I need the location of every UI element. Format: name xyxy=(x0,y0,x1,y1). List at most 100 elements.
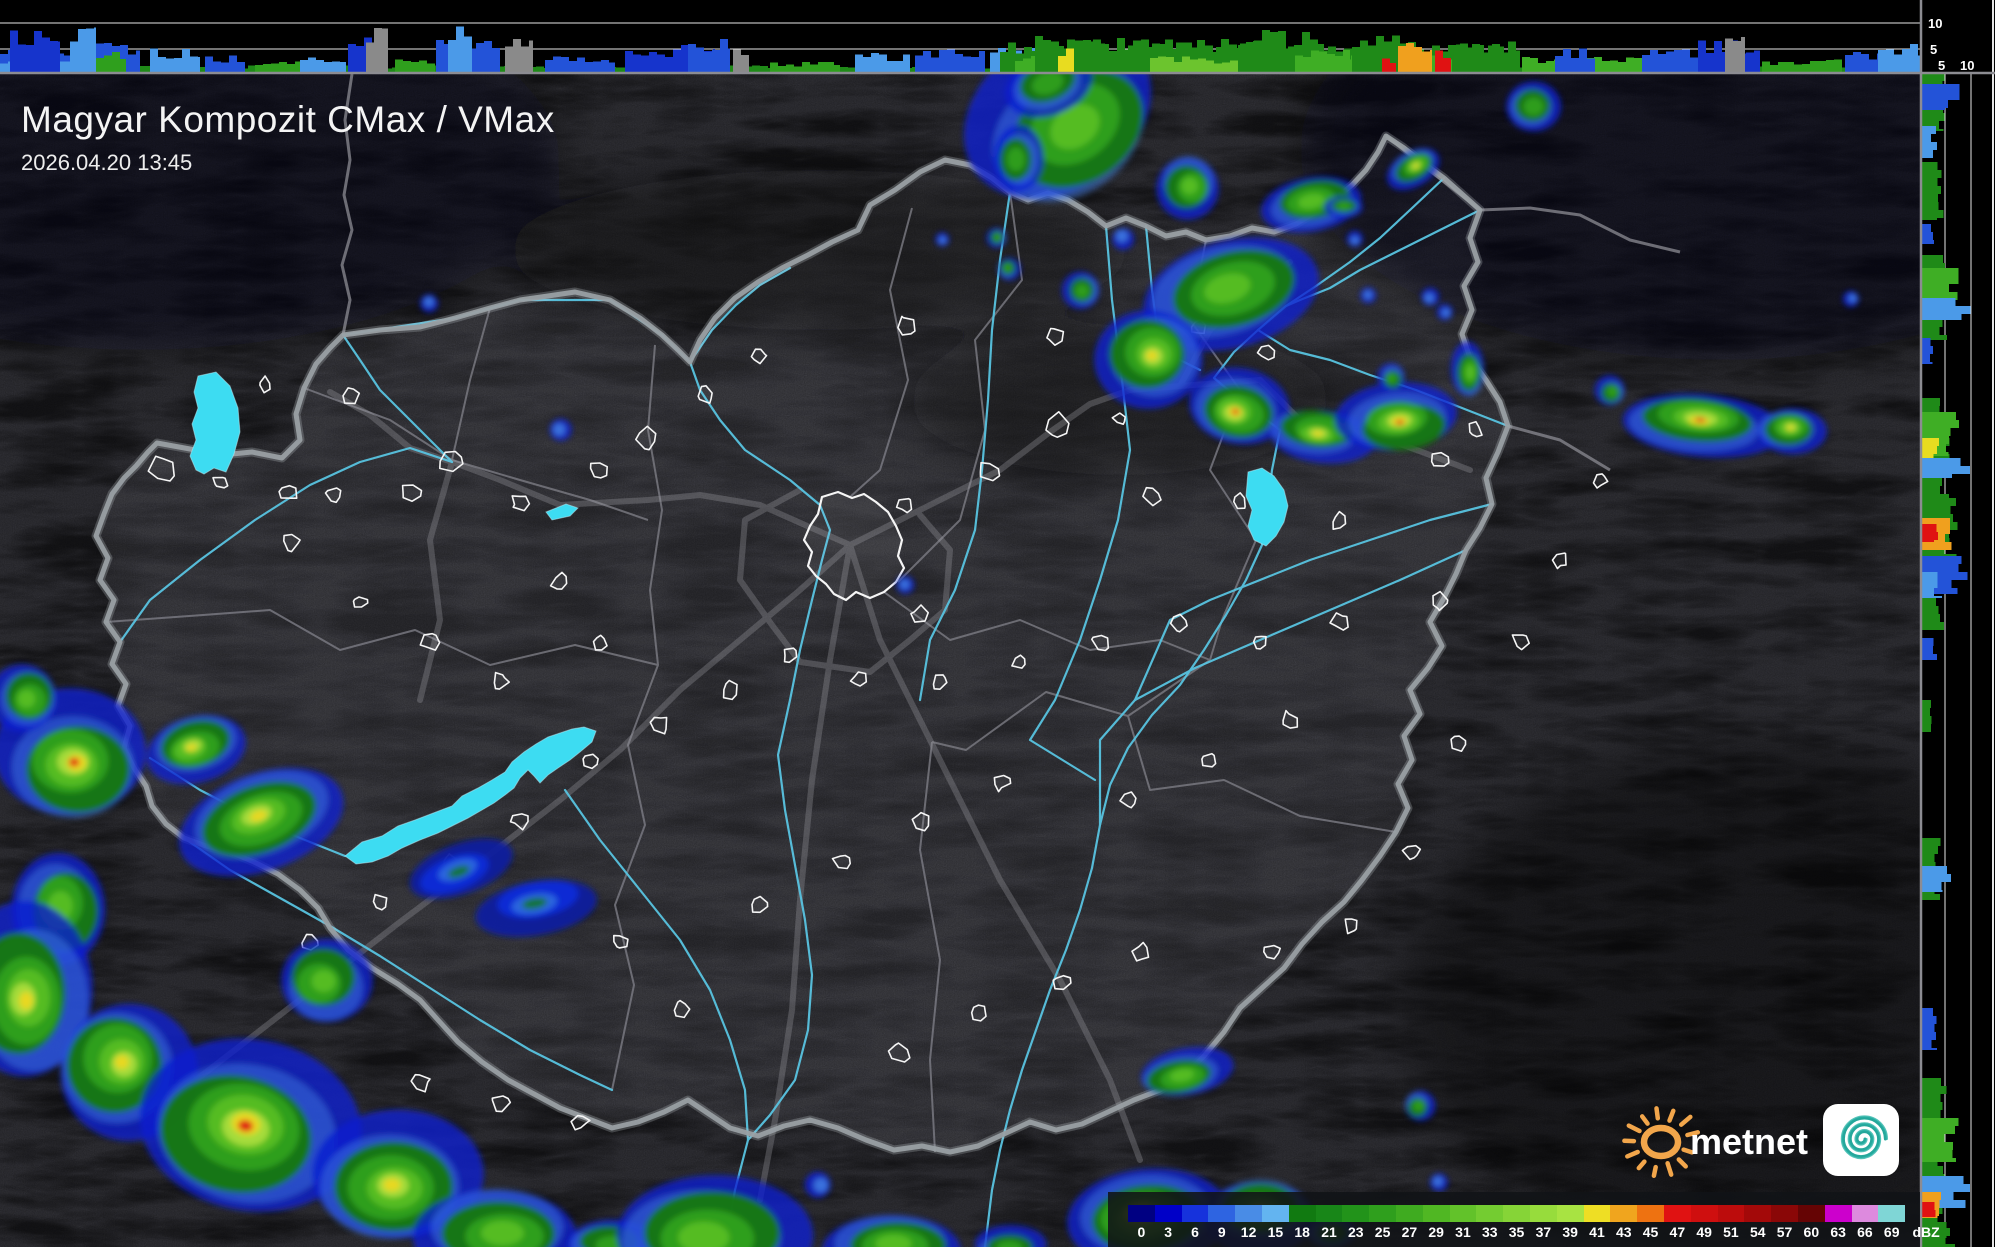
legend-swatch xyxy=(1771,1205,1798,1222)
budapest-outline xyxy=(802,490,906,602)
right-axis-10km-label: 10 xyxy=(1960,58,1974,73)
city-outline xyxy=(1233,492,1246,510)
legend-label: 45 xyxy=(1642,1224,1659,1240)
country-border xyxy=(93,133,1511,1155)
city-outline xyxy=(342,387,361,405)
legend-swatch xyxy=(1744,1205,1772,1222)
legend-swatch xyxy=(1288,1205,1316,1222)
city-outline xyxy=(722,679,738,701)
city-outline xyxy=(1551,552,1567,570)
legend-swatch xyxy=(1690,1205,1718,1222)
legend-label: 27 xyxy=(1401,1224,1418,1240)
legend-swatch xyxy=(1128,1205,1155,1222)
city-outline xyxy=(493,671,510,690)
city-outline xyxy=(1450,735,1467,752)
city-outline xyxy=(1344,918,1358,935)
dbz-legend: 0 3 6 9 12 15 18 21 23 25 27 29 31 33 35 37 39 41 43 45 47 49… xyxy=(1108,1192,1940,1247)
legend-swatch xyxy=(1476,1205,1504,1222)
right-profile-strip xyxy=(1921,0,1995,1247)
lake xyxy=(545,503,579,521)
city-outline xyxy=(147,455,175,482)
legend-label: 39 xyxy=(1562,1224,1578,1240)
legend-label: 49 xyxy=(1696,1224,1712,1240)
legend-swatch xyxy=(1797,1205,1825,1222)
legend-label: 31 xyxy=(1455,1224,1471,1240)
legend-swatch xyxy=(1610,1205,1638,1222)
legend-label: 0 xyxy=(1137,1224,1146,1240)
city-outline xyxy=(1401,844,1422,861)
city-outline xyxy=(831,854,851,870)
city-outline xyxy=(570,1114,591,1131)
title-block: Magyar Kompozit CMax / VMax 2026.04.20 1… xyxy=(21,99,555,176)
city-outline xyxy=(1329,612,1349,631)
rivers xyxy=(118,176,1510,1247)
legend-swatch xyxy=(1529,1205,1557,1222)
legend-swatch xyxy=(1369,1205,1396,1222)
city-outline xyxy=(1011,654,1026,669)
city-outline xyxy=(1263,944,1281,960)
legend-labels: 0 3 6 9 12 15 18 21 23 25 27 29 31 33 35 37 39 41 43 45 47 49… xyxy=(1128,1224,1947,1240)
city-outline xyxy=(895,497,913,514)
legend-label: 66 xyxy=(1857,1224,1873,1240)
legend-label: 25 xyxy=(1374,1224,1391,1240)
city-outline xyxy=(491,1095,512,1113)
legend-label: 21 xyxy=(1321,1224,1337,1240)
legend-label: 6 xyxy=(1191,1224,1199,1240)
city-outline xyxy=(1142,486,1162,507)
city-outline xyxy=(283,533,301,553)
county-borders xyxy=(105,191,1397,1153)
city-outline xyxy=(1169,613,1188,633)
city-outline xyxy=(910,604,929,623)
legend-label: 9 xyxy=(1217,1224,1226,1240)
legend-label: 3 xyxy=(1164,1224,1173,1240)
legend-swatch xyxy=(1342,1205,1370,1222)
city-outline xyxy=(1511,634,1530,651)
legend-label: 12 xyxy=(1240,1224,1257,1240)
city-outline xyxy=(511,495,531,512)
legend-swatch xyxy=(1503,1205,1530,1222)
legend-swatch xyxy=(1851,1205,1879,1222)
terrain-noise xyxy=(0,73,1921,1247)
legend-label: 63 xyxy=(1830,1224,1846,1240)
city-outline xyxy=(278,484,298,499)
city-outline xyxy=(1046,327,1065,346)
metnet-logo: metnet xyxy=(1618,1098,1923,1182)
city-outline xyxy=(410,1073,431,1093)
legend-label: 47 xyxy=(1669,1224,1686,1240)
legend-swatch xyxy=(1583,1205,1611,1222)
page-title: Magyar Kompozit CMax / VMax xyxy=(21,99,555,140)
city-outline xyxy=(1052,974,1072,991)
city-outline xyxy=(897,315,916,336)
legend-label: 23 xyxy=(1347,1224,1364,1240)
city-outline xyxy=(509,813,529,831)
city-outline xyxy=(372,893,388,911)
city-outline xyxy=(1111,412,1126,425)
city-outline xyxy=(993,774,1012,793)
lakes xyxy=(189,371,1289,865)
city-outline xyxy=(1256,344,1276,361)
legend-label: 41 xyxy=(1589,1224,1605,1240)
spiral-app-icon xyxy=(1823,1104,1900,1176)
legend-label: 37 xyxy=(1535,1224,1552,1240)
city-outline xyxy=(1091,634,1110,652)
legend-swatches xyxy=(1128,1205,1906,1222)
legend-swatch xyxy=(1422,1205,1450,1222)
city-outline xyxy=(212,476,229,489)
city-outline xyxy=(635,425,657,451)
city-outline xyxy=(979,461,1001,482)
city-outline xyxy=(1252,635,1267,650)
legend-swatch xyxy=(1717,1205,1745,1222)
top-profile-data xyxy=(0,26,1920,74)
legend-label: 60 xyxy=(1803,1224,1820,1240)
city-outline xyxy=(439,450,464,473)
city-outline xyxy=(1468,420,1483,438)
city-outline xyxy=(1131,941,1150,962)
logo-wordmark: metnet xyxy=(1690,1121,1809,1162)
city-outline xyxy=(613,934,629,949)
city-outline xyxy=(1592,473,1609,489)
city-outline xyxy=(1201,752,1217,768)
legend-swatch xyxy=(1208,1205,1236,1222)
